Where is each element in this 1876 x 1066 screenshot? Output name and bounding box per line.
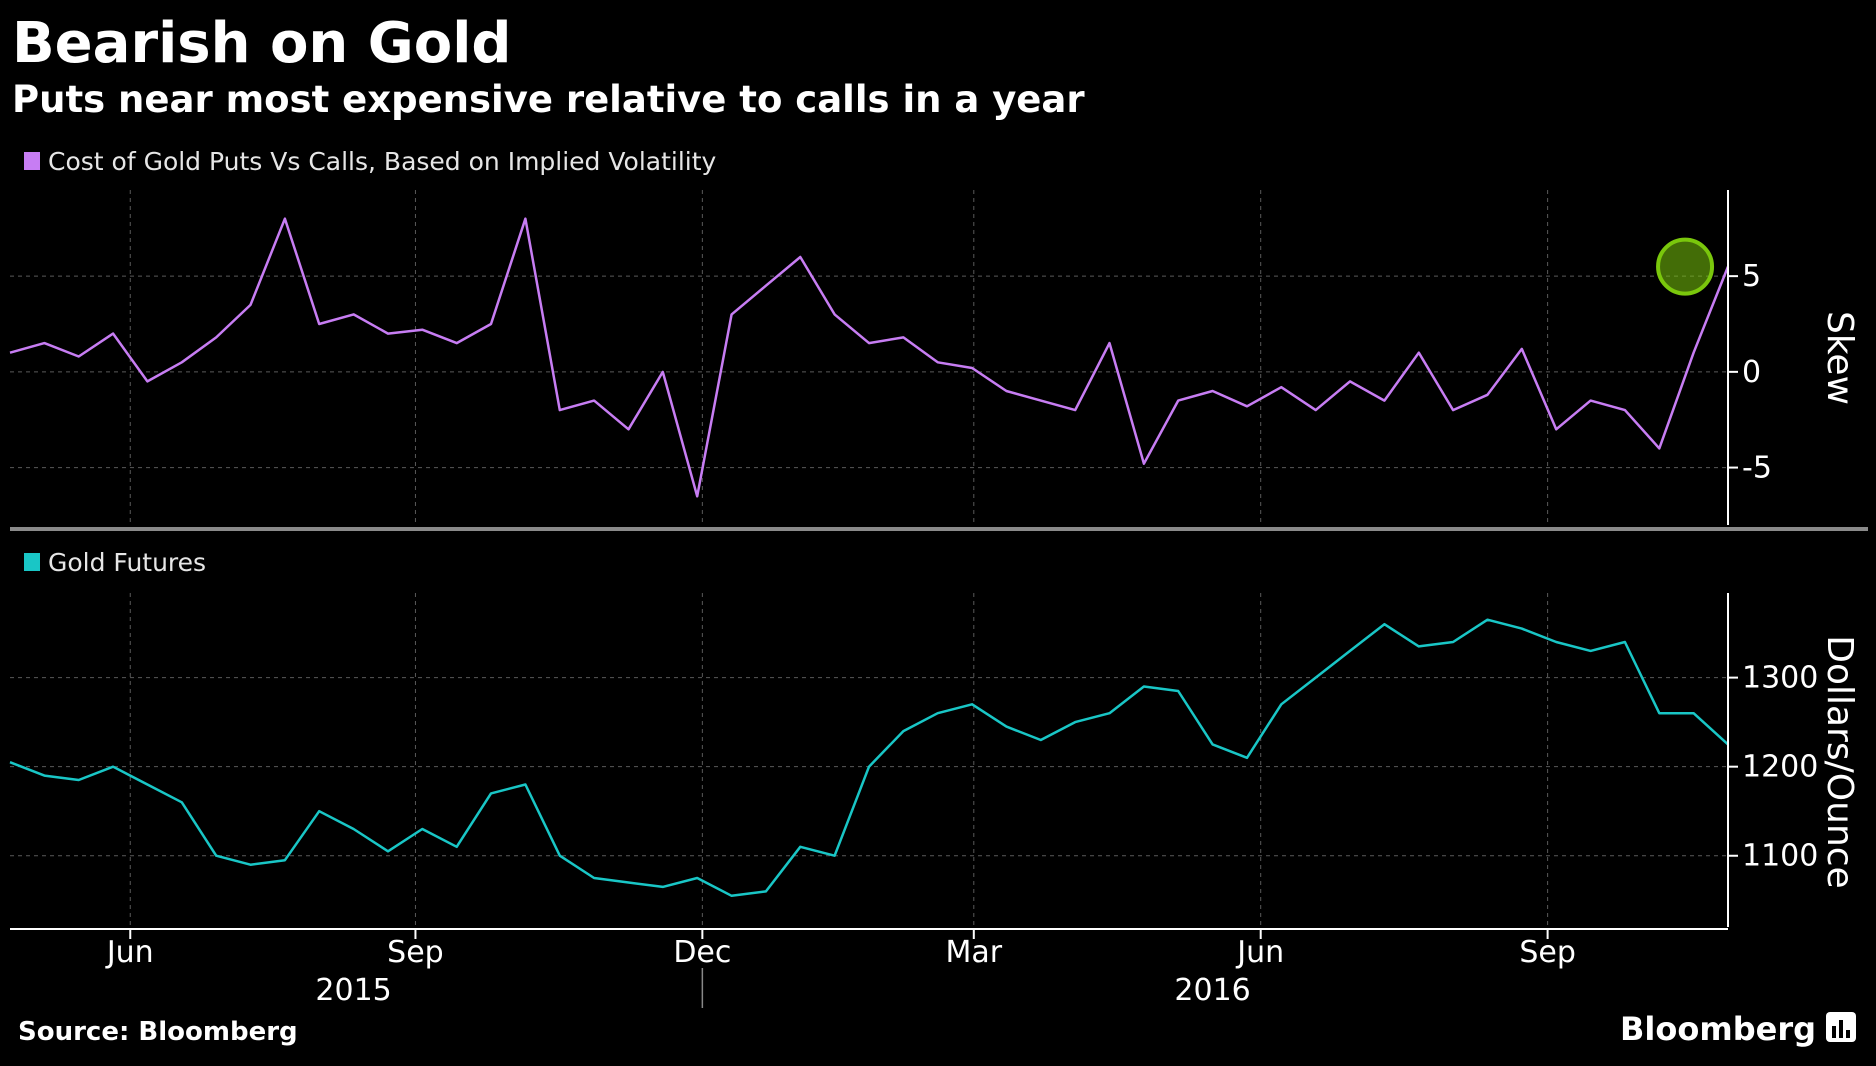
ytick-label-gold-1: 1200 xyxy=(1742,750,1818,785)
ytick-label-skew-1: 0 xyxy=(1742,355,1761,390)
xtick-label-1: Sep xyxy=(387,935,444,970)
panel-separator xyxy=(10,527,1868,531)
legend-label-gold: Gold Futures xyxy=(48,548,206,577)
source-note: Source: Bloomberg xyxy=(18,1017,298,1047)
legend-swatch-skew xyxy=(24,152,40,170)
bloomberg-icon xyxy=(1826,1012,1856,1042)
skew-series-line xyxy=(9,217,1730,498)
brand-logo: Bloomberg xyxy=(1620,1010,1816,1048)
xtick-label-2: Dec xyxy=(673,935,731,970)
highlight-marker xyxy=(1656,237,1715,296)
chart-subtitle: Puts near most expensive relative to cal… xyxy=(12,78,1085,121)
skew-axis-title: Skew xyxy=(1819,311,1860,405)
xtick-label-5: Sep xyxy=(1519,935,1576,970)
chart-title: Bearish on Gold xyxy=(12,11,512,76)
year-label-1: 2016 xyxy=(1174,973,1250,1008)
ytick-label-gold-0: 1300 xyxy=(1742,661,1818,696)
xtick-label-0: Jun xyxy=(105,935,154,970)
xtick-label-4: Jun xyxy=(1235,935,1284,970)
ytick-label-skew-2: -5 xyxy=(1742,451,1772,486)
gold-series-line xyxy=(9,618,1729,898)
ytick-label-gold-2: 1100 xyxy=(1742,839,1818,874)
xtick-label-3: Mar xyxy=(945,935,1002,970)
legend-label-skew: Cost of Gold Puts Vs Calls, Based on Imp… xyxy=(48,147,717,176)
gold-axis-title: Dollars/Ounce xyxy=(1819,635,1860,888)
year-label-0: 2015 xyxy=(315,973,391,1008)
legend-swatch-gold xyxy=(24,553,40,571)
ytick-label-skew-0: 5 xyxy=(1742,259,1761,294)
